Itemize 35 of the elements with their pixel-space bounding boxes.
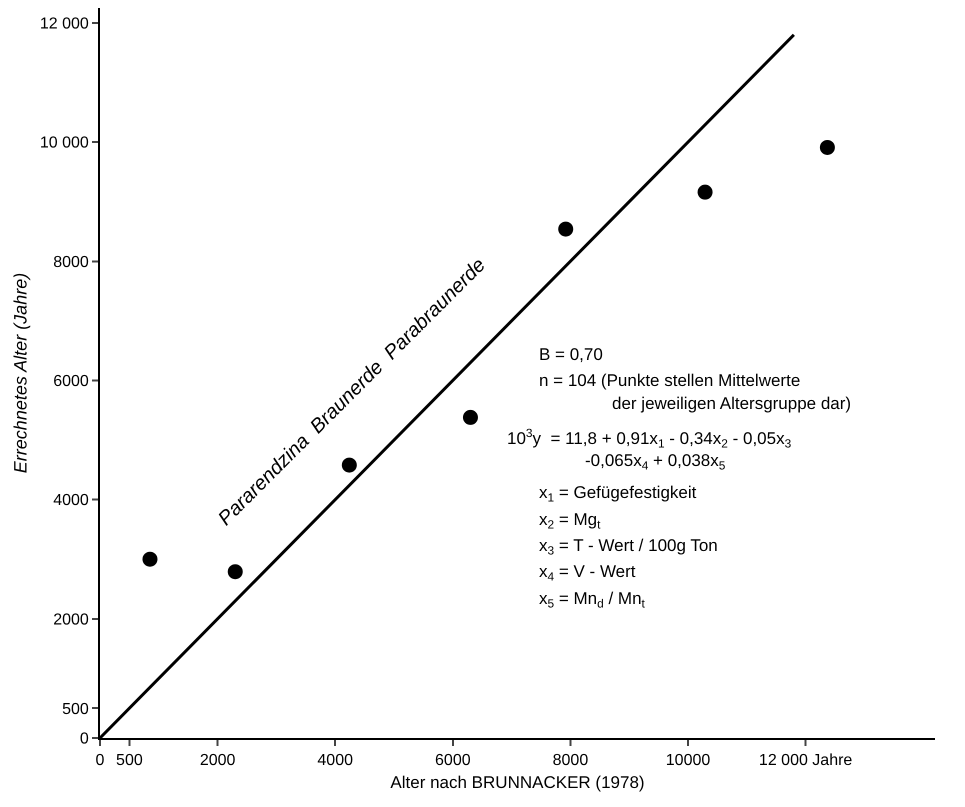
- point: [142, 552, 158, 567]
- y-tick-label: 8000: [53, 254, 89, 271]
- x-tick-label: 2000: [200, 752, 236, 770]
- x-tick-label: 12 000 Jahre: [758, 752, 852, 770]
- x-tick-label: 0: [96, 752, 105, 770]
- x-tick-label: 8000: [552, 752, 588, 770]
- y-tick-label: 10 000: [40, 134, 89, 152]
- y-tick-label: 500: [62, 700, 89, 718]
- point: [228, 564, 243, 580]
- annotation: B = 0,70: [539, 345, 603, 364]
- annotation: x$_{2}$ = Mg$_{t}$: [539, 510, 602, 532]
- point: [462, 410, 478, 425]
- annotation: n = 104 (Punkte stellen Mittelwerte: [539, 371, 800, 390]
- y-tick-label: 4000: [53, 492, 89, 510]
- annotation: x$_{5}$ = Mn$_{d}$ / Mn$_{t}$: [539, 589, 646, 611]
- y-axis-title: Errechnetes Alter (Jahre): [10, 272, 31, 474]
- annotation: der jeweiligen Altersgruppe dar): [612, 394, 852, 413]
- y-tick-label: 12 000: [40, 16, 89, 32]
- point: [698, 184, 713, 200]
- x-tick-label: 10000: [666, 752, 710, 770]
- annotation: x$_{1}$ = Gefügefestigkeit: [539, 483, 697, 505]
- y-tick-label: 2000: [53, 611, 89, 628]
- annotation: x$_{4}$ = V - Wert: [539, 562, 636, 584]
- x-tick-label: 6000: [435, 752, 471, 770]
- annotation: -0,065x$_{4}$ + 0,038x$_{5}$: [585, 451, 726, 473]
- x-axis-title: Alter nach BRUNNACKER (1978): [390, 773, 645, 792]
- point: [558, 222, 574, 237]
- x-tick-label: 500: [116, 752, 143, 770]
- annotation: 10$^{3}$y = 11,8 + 0,91x$_{1}$ - 0,34x$_{2}$ - 0,05x$_{3}$: [507, 426, 792, 451]
- y-tick-label: 0: [80, 730, 89, 748]
- y-tick-label: 6000: [53, 373, 89, 390]
- point: [342, 458, 357, 473]
- point: [820, 140, 835, 155]
- x-tick-label: 4000: [317, 752, 354, 770]
- annotation: x$_{3}$ = T - Wert / 100g Ton: [539, 536, 718, 558]
